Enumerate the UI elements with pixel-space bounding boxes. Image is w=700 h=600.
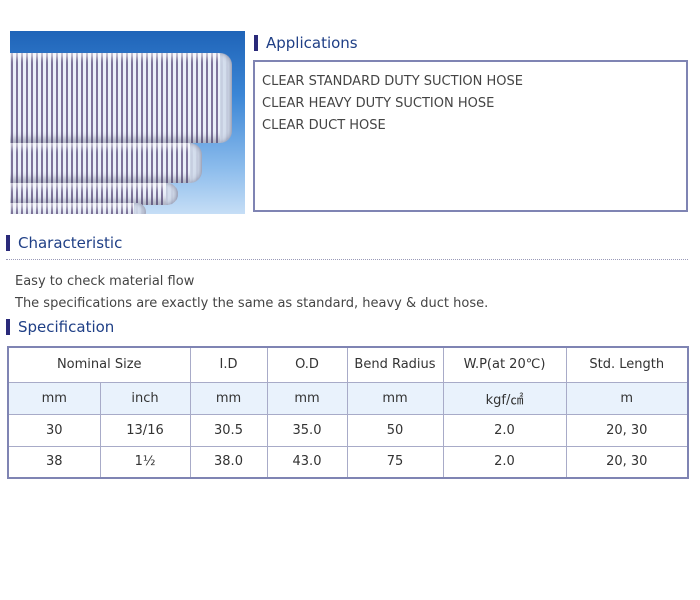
- table-row: 30 13/16 30.5 35.0 50 2.0 20, 30: [7, 413, 689, 447]
- applications-box: CLEAR STANDARD DUTY SUCTION HOSE CLEAR H…: [253, 60, 688, 212]
- characteristic-line: Easy to check material flow: [15, 274, 195, 289]
- specification-table: Nominal Size I.D O.D Bend Radius W.P(at …: [7, 346, 689, 479]
- unit-cell: mm: [346, 381, 444, 415]
- table-header-row: Nominal Size I.D O.D Bend Radius W.P(at …: [7, 346, 689, 383]
- header-bend-radius: Bend Radius: [346, 346, 444, 383]
- table-cell: 38: [7, 445, 101, 479]
- table-cell: 43.0: [266, 445, 348, 479]
- table-cell: 50: [346, 413, 444, 447]
- application-item: CLEAR HEAVY DUTY SUCTION HOSE: [262, 96, 495, 111]
- applications-title: Applications: [266, 34, 358, 52]
- table-cell: 20, 30: [565, 445, 689, 479]
- table-units-row: mm inch mm mm mm kgf/㎠ m: [7, 381, 689, 415]
- table-cell: 13/16: [99, 413, 191, 447]
- characteristic-title: Characteristic: [18, 234, 123, 252]
- heading-bar-icon: [6, 235, 10, 251]
- table-cell: 30: [7, 413, 101, 447]
- unit-cell: inch: [99, 381, 191, 415]
- hose-image-smallest: [10, 203, 146, 214]
- header-wp: W.P(at 20℃): [442, 346, 567, 383]
- unit-cell: mm: [7, 381, 101, 415]
- header-id: I.D: [189, 346, 268, 383]
- unit-cell: mm: [189, 381, 268, 415]
- application-item: CLEAR DUCT HOSE: [262, 118, 386, 133]
- table-cell: 2.0: [442, 413, 567, 447]
- product-photo: [10, 31, 245, 214]
- hose-image-large: [10, 53, 232, 143]
- unit-cell: m: [565, 381, 689, 415]
- applications-heading: Applications: [254, 34, 358, 52]
- characteristic-text: Easy to check material flow The specific…: [15, 271, 685, 315]
- unit-cell: mm: [266, 381, 348, 415]
- table-cell: 75: [346, 445, 444, 479]
- table-cell: 35.0: [266, 413, 348, 447]
- table-cell: 1½: [99, 445, 191, 479]
- dotted-divider: [6, 259, 688, 260]
- table-row: 38 1½ 38.0 43.0 75 2.0 20, 30: [7, 445, 689, 479]
- hose-image-medium: [10, 143, 202, 183]
- header-od: O.D: [266, 346, 348, 383]
- header-nominal-size: Nominal Size: [7, 346, 191, 383]
- table-cell: 38.0: [189, 445, 268, 479]
- hose-image-small: [10, 183, 178, 205]
- specification-title: Specification: [18, 318, 115, 336]
- heading-bar-icon: [6, 319, 10, 335]
- specification-heading: Specification: [6, 318, 114, 336]
- application-item: CLEAR STANDARD DUTY SUCTION HOSE: [262, 74, 523, 89]
- unit-cell: kgf/㎠: [442, 381, 567, 415]
- characteristic-line: The specifications are exactly the same …: [15, 296, 489, 311]
- table-cell: 30.5: [189, 413, 268, 447]
- characteristic-heading: Characteristic: [6, 234, 122, 252]
- table-cell: 2.0: [442, 445, 567, 479]
- heading-bar-icon: [254, 35, 258, 51]
- table-cell: 20, 30: [565, 413, 689, 447]
- header-std-length: Std. Length: [565, 346, 689, 383]
